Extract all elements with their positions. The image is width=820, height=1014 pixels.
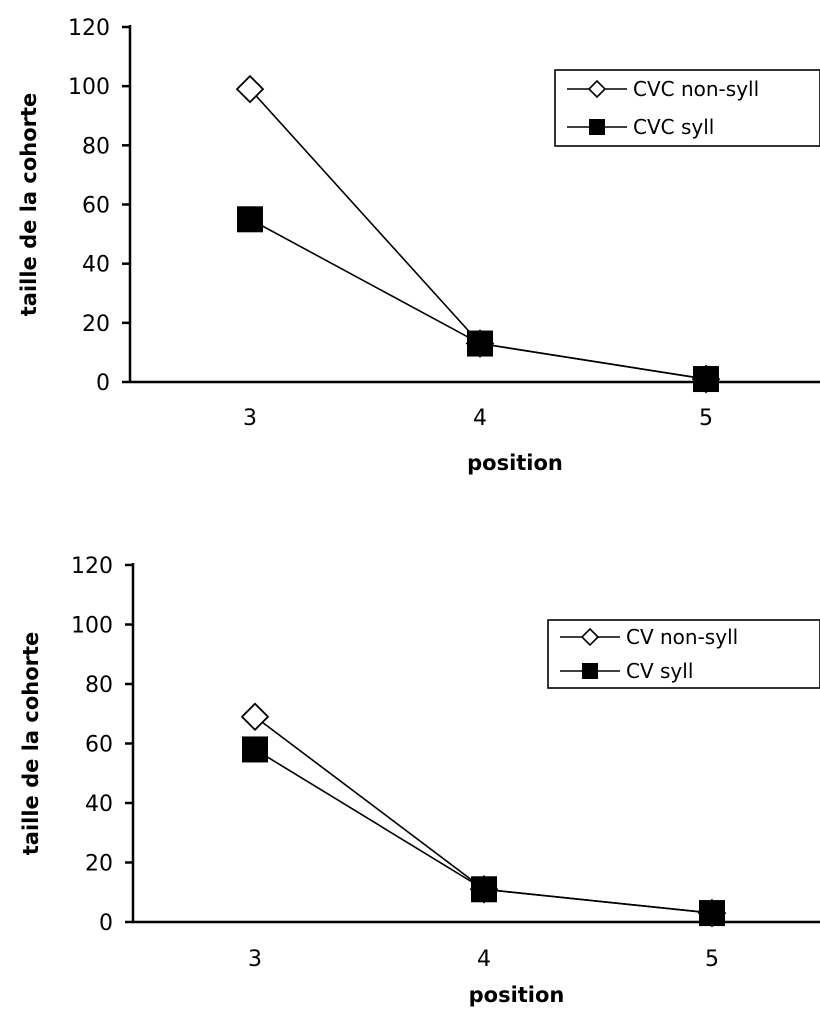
data-point-2-2 (467, 330, 493, 357)
data-point-2-1 (242, 736, 268, 763)
x-tick-label: 5 (705, 947, 719, 972)
legend-entry: CV non-syll (626, 625, 738, 649)
y-tick-label: 100 (68, 75, 110, 100)
data-point-1-1 (235, 74, 265, 104)
x-tick-label: 4 (473, 406, 487, 431)
x-axis-label: position (469, 983, 565, 1007)
chart-1: 0 20 40 60 80 100 120 3 4 5 position taille de la c… (17, 16, 820, 475)
legend-diamond-icon (580, 627, 600, 647)
y-tick-label: 60 (85, 733, 113, 758)
y-tick-label: 40 (85, 792, 113, 817)
data-point-2-1 (237, 206, 263, 233)
x-tick-label: 3 (243, 406, 257, 431)
chart-2: 0 20 40 60 80 100 120 3 4 5 position taille de la c… (19, 554, 820, 1007)
data-point-2-3 (699, 900, 725, 927)
y-tick-label: 60 (82, 194, 110, 219)
y-tick-label: 80 (82, 134, 110, 159)
y-tick-label: 20 (85, 852, 113, 877)
legend-entry: CVC non-syll (633, 77, 759, 101)
y-tick-label: 80 (85, 673, 113, 698)
y-axis-label: taille de la cohorte (17, 93, 41, 317)
legend-square-icon (589, 119, 605, 135)
legend: CVC non-syll CVC syll (554, 69, 820, 147)
legend-diamond-icon (587, 79, 607, 99)
x-tick-label: 3 (248, 947, 262, 972)
data-point-2-3 (693, 366, 719, 393)
y-tick-label: 40 (82, 253, 110, 278)
y-tick-label: 120 (71, 554, 113, 579)
x-tick-label: 4 (477, 947, 491, 972)
legend-entry: CV syll (626, 659, 693, 683)
y-axis-label: taille de la cohorte (19, 632, 43, 856)
y-tick-label: 0 (99, 911, 113, 936)
y-tick-label: 120 (68, 16, 110, 41)
legend-entry: CVC syll (633, 115, 714, 139)
legend-square-icon (582, 663, 598, 679)
x-tick-label: 5 (699, 406, 713, 431)
legend: CV non-syll CV syll (547, 619, 820, 689)
x-axis-label: position (467, 451, 563, 475)
y-tick-label: 20 (82, 312, 110, 337)
y-tick-label: 100 (71, 614, 113, 639)
data-point-2-2 (471, 876, 497, 903)
y-tick-label: 0 (96, 371, 110, 396)
data-point-1-1 (240, 702, 270, 731)
